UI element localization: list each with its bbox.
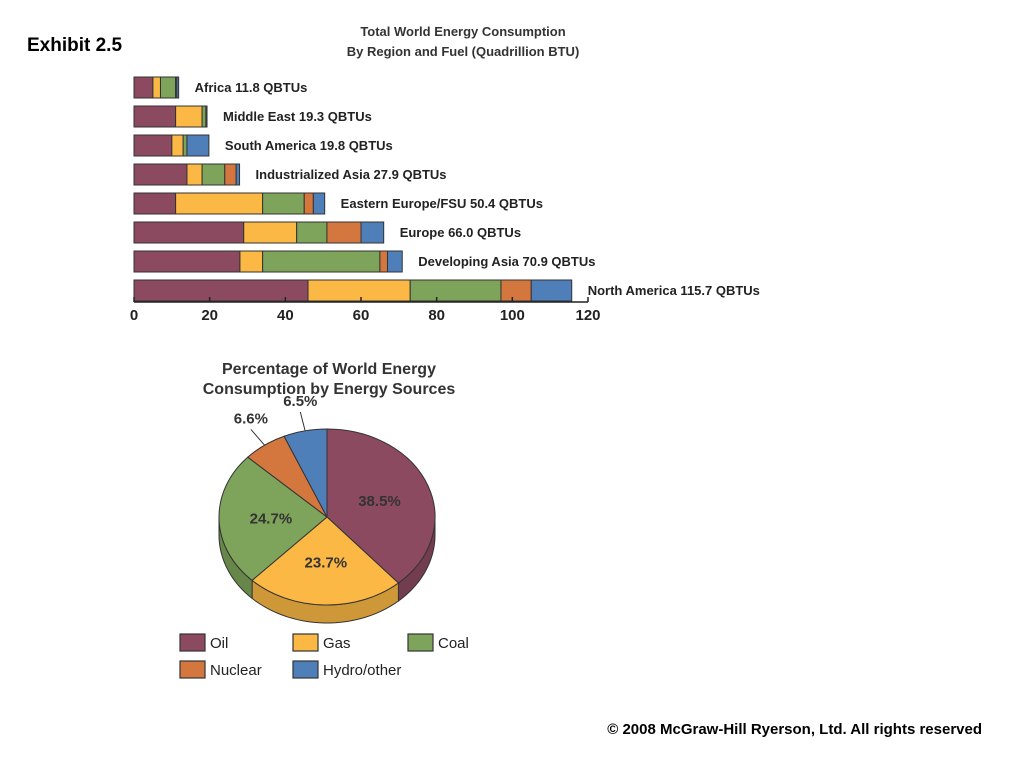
- pie-chart-title: Percentage of World Energy Consumption by…: [203, 361, 456, 398]
- pie-chart-title-line: Percentage of World Energy: [222, 361, 436, 378]
- pie-slice-hydro-other: [283, 428, 328, 518]
- x-tick-label: 20: [201, 307, 218, 324]
- bar-value-label: Developing Asia 70.9 QBTUs: [418, 254, 595, 269]
- bar-value-label: North America 115.7 QBTUs: [588, 283, 760, 298]
- bar-segment-hydro-other: [235, 163, 241, 186]
- bar-chart-title-line: Total World Energy Consumption: [360, 24, 565, 39]
- legend-label-coal: Coal: [438, 635, 469, 652]
- legend-label-hydro-other: Hydro/other: [323, 662, 401, 679]
- bar-chart-marks: [133, 76, 573, 302]
- legend-label-gas: Gas: [323, 635, 351, 652]
- pie-chart: Percentage of World Energy Consumption by…: [179, 361, 469, 679]
- bar-chart-title-line: By Region and Fuel (Quadrillion BTU): [347, 44, 580, 59]
- bar-segment-hydro-other: [530, 279, 573, 302]
- pie-slice-oil: [326, 428, 436, 584]
- exhibit-label: Exhibit 2.5: [27, 35, 123, 56]
- pie-leader-line: [250, 429, 265, 446]
- bar-segment-hydro-other: [312, 192, 326, 215]
- pie-chart-marks: [218, 428, 436, 624]
- pie-slice-gas: [251, 516, 400, 606]
- bar-value-label: Europe 66.0 QBTUs: [400, 225, 521, 240]
- bar-value-label: South America 19.8 QBTUs: [225, 138, 393, 153]
- bar-value-label: Africa 11.8 QBTUs: [195, 80, 308, 95]
- bar-chart-x-axis: 0 20 40 60 80 100 120: [130, 297, 601, 324]
- legend-label-nuclear: Nuclear: [210, 662, 262, 679]
- pie-chart-legend: Oil Gas Coal Nuclear Hydro/other: [179, 633, 469, 679]
- legend-swatch-hydro-other: [292, 660, 319, 679]
- pie-chart-labels: 38.5% 23.7% 24.7% 6.6% 6.5%: [234, 393, 401, 572]
- bar-chart-title: Total World Energy Consumption By Region …: [347, 24, 580, 59]
- pie-chart-title-line: Consumption by Energy Sources: [203, 381, 456, 398]
- x-tick-label: 60: [353, 307, 370, 324]
- pie-pct-oil: 38.5%: [358, 493, 401, 510]
- bar-value-label: Middle East 19.3 QBTUs: [223, 109, 372, 124]
- bar-segment-hydro-other: [176, 76, 180, 99]
- pie-pct-nuclear: 6.6%: [234, 410, 268, 427]
- x-tick-label: 40: [277, 307, 294, 324]
- stacked-bar-chart: Total World Energy Consumption By Region …: [130, 24, 760, 324]
- bar-segment-hydro-other: [386, 250, 403, 273]
- pie-pct-hydro-other: 6.5%: [283, 393, 317, 410]
- pie-slice-coal: [218, 456, 328, 582]
- pie-pct-coal: 24.7%: [250, 510, 293, 527]
- legend-swatch-coal: [407, 633, 434, 652]
- legend-swatch-nuclear: [179, 660, 206, 679]
- copyright-notice: © 2008 McGraw-Hill Ryerson, Ltd. All rig…: [607, 721, 982, 738]
- x-tick-label: 0: [130, 307, 138, 324]
- bar-segment-hydro-other: [205, 105, 208, 128]
- bar-segment-hydro-other: [186, 134, 210, 157]
- legend-swatch-oil: [179, 633, 206, 652]
- bar-value-label: Eastern Europe/FSU 50.4 QBTUs: [341, 196, 543, 211]
- bar-value-label: Industrialized Asia 27.9 QBTUs: [256, 167, 447, 182]
- legend-label-oil: Oil: [210, 635, 228, 652]
- pie-leader-line: [299, 411, 306, 431]
- bar-segment-hydro-other: [360, 221, 385, 244]
- x-tick-label: 80: [428, 307, 445, 324]
- x-tick-label: 100: [500, 307, 525, 324]
- pie-pct-gas: 23.7%: [305, 555, 348, 572]
- x-tick-label: 120: [575, 307, 600, 324]
- bar-chart-labels: Africa 11.8 QBTUs Middle East 19.3 QBTUs S…: [195, 80, 760, 298]
- legend-swatch-gas: [292, 633, 319, 652]
